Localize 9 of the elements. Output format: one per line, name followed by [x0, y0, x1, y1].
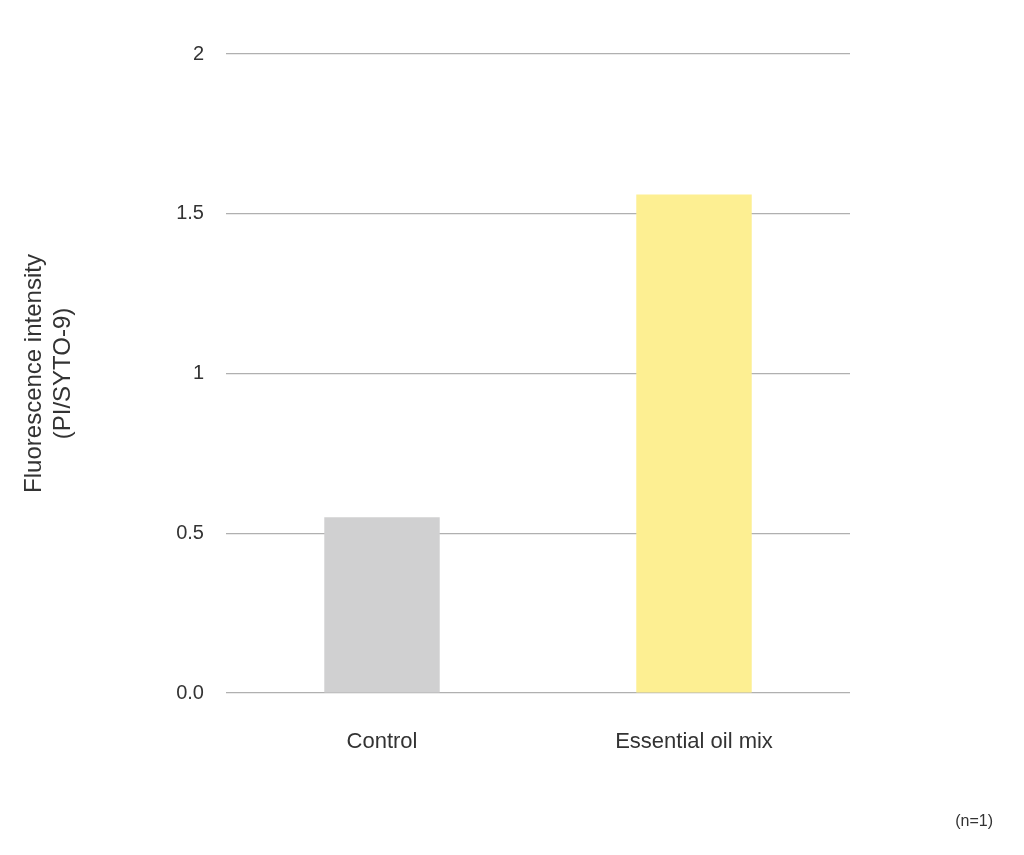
y-tick-label: 1 — [192, 361, 204, 384]
y-axis-title: Fluorescence intensity (PI/SYTO-9) — [19, 254, 75, 493]
y-tick-label: 0.5 — [176, 520, 204, 543]
y-tick-label: 1.5 — [176, 201, 204, 224]
text: (n=1) — [955, 812, 993, 830]
y-tick-label: 2 — [192, 41, 204, 64]
y-tick-label: 0.0 — [176, 680, 204, 703]
x-tick-label: Essential oil mix — [615, 728, 773, 754]
x-tick-label: Control — [346, 728, 418, 754]
